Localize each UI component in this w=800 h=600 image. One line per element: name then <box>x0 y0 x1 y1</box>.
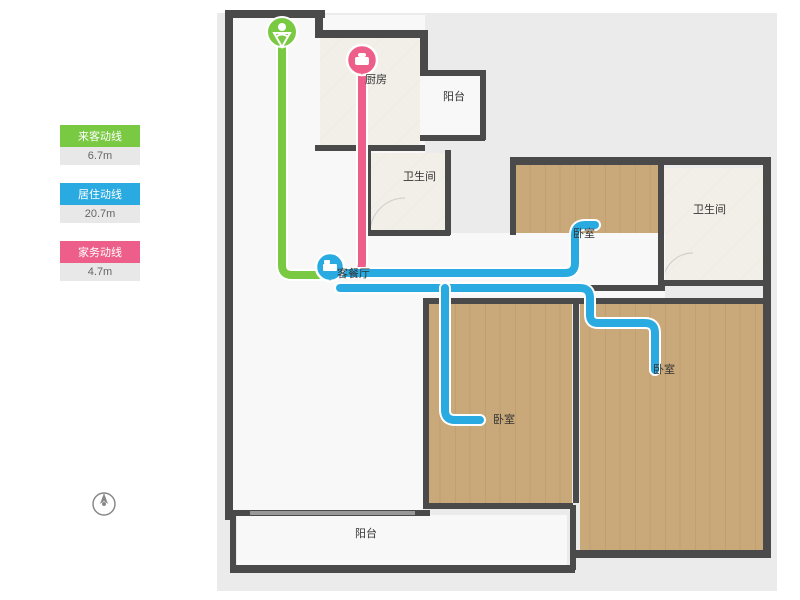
legend-item-living: 居住动线 20.7m <box>60 183 140 223</box>
marker-housework <box>347 45 377 75</box>
room-balcony-top <box>425 75 480 135</box>
room-label-bedroom2: 卧室 <box>653 362 675 376</box>
marker-guest <box>267 17 297 47</box>
legend: 来客动线 6.7m 居住动线 20.7m 家务动线 4.7m <box>60 125 140 299</box>
room-label-kitchen: 厨房 <box>365 73 387 86</box>
legend-value: 6.7m <box>60 147 140 165</box>
legend-value: 4.7m <box>60 263 140 281</box>
room-bath1 <box>370 153 445 233</box>
room-label-bath2: 卫生间 <box>693 202 726 216</box>
sliding-door <box>250 511 415 515</box>
legend-label: 居住动线 <box>60 183 140 205</box>
legend-label: 家务动线 <box>60 241 140 263</box>
room-label-bath1: 卫生间 <box>403 169 436 183</box>
legend-label: 来客动线 <box>60 125 140 147</box>
room-label-bedroom1: 卧室 <box>573 226 595 240</box>
room-bedroom2 <box>580 303 765 553</box>
room-label-balcony1: 阳台 <box>443 89 465 103</box>
legend-value: 20.7m <box>60 205 140 223</box>
legend-item-guest: 来客动线 6.7m <box>60 125 140 165</box>
room-bath2 <box>663 168 763 283</box>
room-balcony-bottom <box>237 515 567 570</box>
room-label-living: 客餐厅 <box>337 266 370 280</box>
room-label-balcony2: 阳台 <box>355 526 377 540</box>
compass-icon <box>90 490 118 518</box>
legend-item-housework: 家务动线 4.7m <box>60 241 140 281</box>
room-label-bedroom3: 卧室 <box>493 412 515 426</box>
floorplan: 厨房阳台卫生间卫生间卧室客餐厅卧室卧室阳台 <box>215 5 790 595</box>
